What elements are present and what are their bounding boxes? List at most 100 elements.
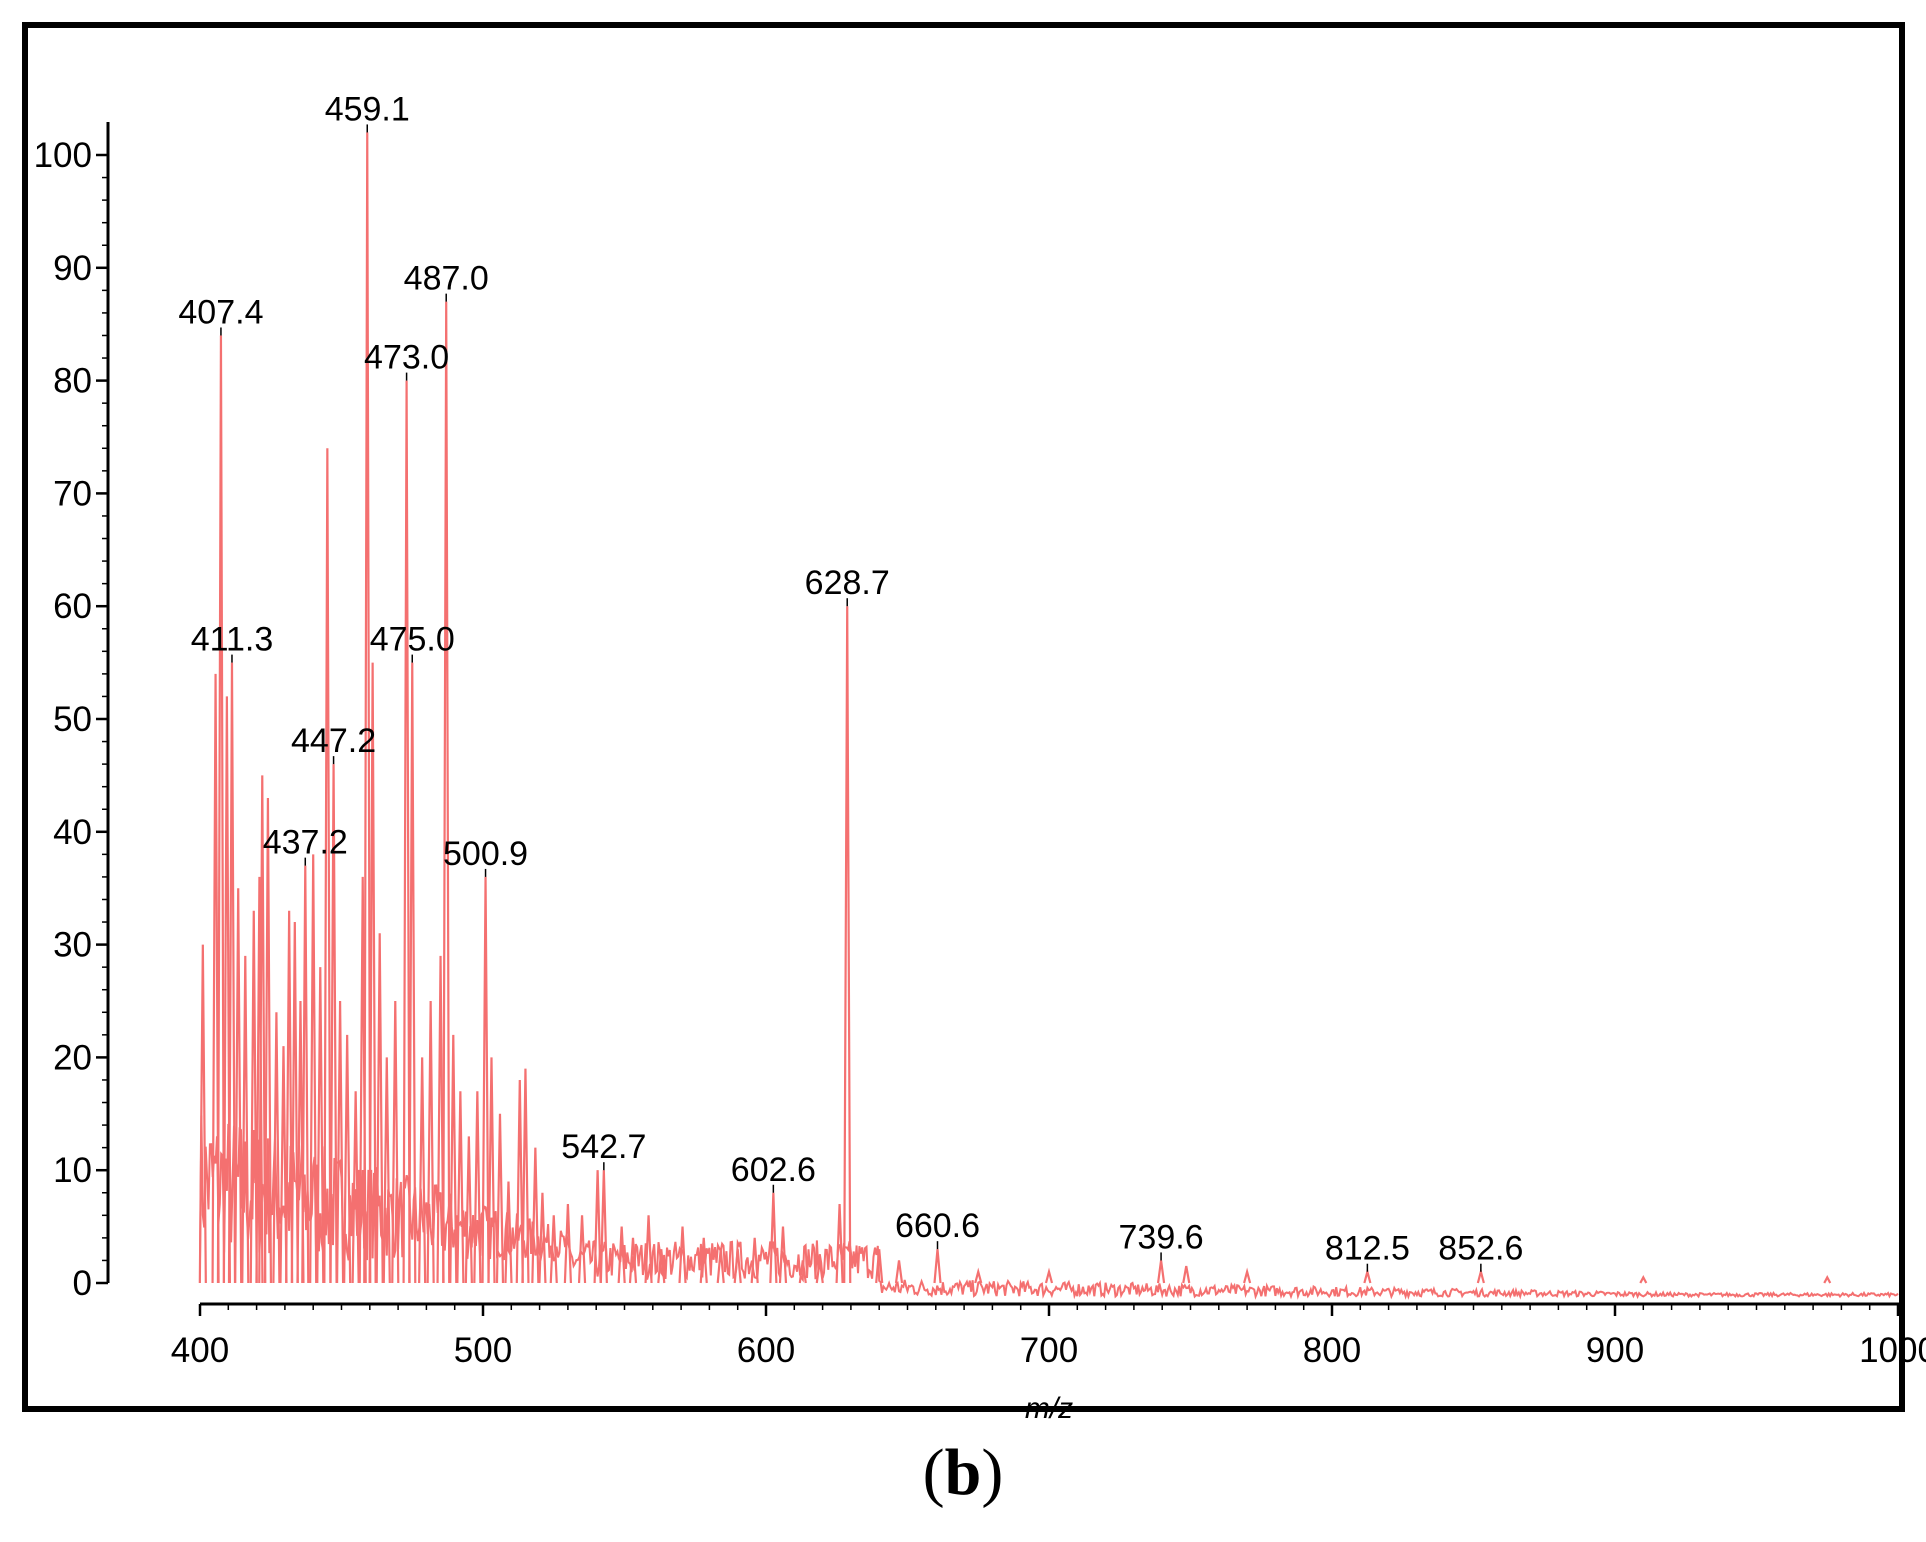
spectrum-peak	[1182, 1265, 1191, 1284]
spectrum-peak	[778, 1226, 788, 1284]
spectrum-peak	[875, 1249, 884, 1284]
y-tick-label: 90	[53, 249, 92, 288]
spectrum-peak	[815, 1260, 824, 1284]
spectrum-peak	[285, 910, 294, 1284]
figure-frame	[22, 22, 1905, 1412]
spectrum-peak	[549, 1215, 558, 1284]
x-tick-label: 800	[1303, 1331, 1361, 1370]
panel-label-close: )	[981, 1436, 1004, 1509]
peak-label: 407.4	[178, 293, 263, 331]
panel-label-open: (	[922, 1436, 945, 1509]
spectrum-peak-labeled	[363, 132, 372, 1284]
y-tick-label: 20	[53, 1038, 92, 1077]
y-tick-label: 40	[53, 813, 92, 852]
spectrum-peak	[456, 1091, 465, 1284]
spectrum-peak	[798, 1260, 807, 1284]
y-tick-label: 100	[34, 136, 92, 175]
spectrum-peak	[504, 1181, 513, 1284]
y-tick-label: 10	[53, 1151, 92, 1190]
spectrum-peak	[279, 1046, 288, 1284]
x-tick-label: 500	[454, 1331, 512, 1370]
peak-label: 500.9	[443, 835, 528, 873]
x-axis-title: m/z	[1025, 1392, 1073, 1425]
spectrum-peak	[375, 933, 384, 1284]
spectrum-peak	[515, 1079, 524, 1284]
spectrum-peak	[343, 1034, 352, 1284]
spectrum-peak-labeled	[1476, 1267, 1485, 1284]
peak-label: 437.2	[263, 824, 348, 862]
spectrum-peak	[716, 1249, 725, 1284]
spectrum-peak-labeled	[933, 1249, 942, 1284]
spectrum-peak-labeled	[769, 1192, 778, 1284]
chart-axes: 0 10 20 30 40 50 60 70 80 90 100 400 500 600 700 800 900…	[34, 122, 1926, 1370]
y-tick-label: 0	[73, 1264, 92, 1303]
spectrum-peak	[1243, 1267, 1252, 1284]
spectrum-peak	[449, 1034, 458, 1284]
y-tick-label: 60	[53, 587, 92, 626]
spectrum-peak	[678, 1226, 687, 1284]
spectrum-peak	[198, 944, 207, 1284]
panel-label-letter: b	[944, 1436, 982, 1509]
spectrum-peak	[272, 1012, 281, 1284]
spectrum-peak	[464, 1136, 473, 1284]
spectrum-peak	[495, 1113, 505, 1284]
spectrum-peak	[538, 1192, 547, 1284]
spectrum-peak	[1639, 1275, 1648, 1284]
spectrum-peak	[382, 1057, 391, 1284]
spectrum-peak	[563, 1203, 572, 1284]
spectrum-peak	[750, 1237, 759, 1284]
spectrum-peak	[617, 1226, 626, 1284]
peak-label: 411.3	[191, 621, 274, 659]
spectrum-peak	[487, 1057, 496, 1284]
peak-label: 852.6	[1438, 1230, 1523, 1268]
peak-label: 812.5	[1325, 1230, 1410, 1268]
spectrum-peak	[593, 1170, 602, 1284]
spectrum-peak	[521, 1068, 530, 1284]
spectrum-peak	[426, 1000, 435, 1284]
spectrum-peak	[290, 922, 299, 1284]
spectrum-peak-labeled	[408, 662, 417, 1284]
spectrum-peak	[249, 910, 258, 1284]
peak-label: 542.7	[561, 1128, 646, 1166]
x-tick-label: 600	[737, 1331, 795, 1370]
spectrum-peak-labeled	[442, 301, 451, 1284]
peak-label: 602.6	[731, 1151, 816, 1189]
y-tick-label: 50	[53, 700, 92, 739]
spectrum-peak-labeled	[481, 876, 490, 1284]
x-tick-label: 900	[1586, 1331, 1644, 1370]
spectrum-peak	[418, 1057, 427, 1284]
peak-label: 475.0	[370, 621, 455, 659]
y-tick-label: 30	[53, 926, 92, 965]
peak-label: 739.6	[1119, 1218, 1204, 1256]
spectrum-peak	[644, 1215, 653, 1284]
spectrum-peak	[263, 797, 273, 1284]
spectrum-peak	[577, 1215, 587, 1284]
spectrum-peak-labeled	[1156, 1260, 1166, 1284]
spectrum-peak	[316, 967, 325, 1284]
spectrum-peaks	[198, 132, 1832, 1284]
spectrum-peak	[531, 1147, 540, 1284]
spectrum-peak	[234, 888, 243, 1284]
spectrum-peak-labeled	[216, 335, 226, 1284]
spectrum-peak	[473, 1091, 482, 1284]
spectrum-peak	[1823, 1275, 1832, 1284]
peak-label: 628.7	[805, 564, 890, 602]
x-tick-label: 1000	[1859, 1331, 1926, 1370]
x-tick-label: 400	[171, 1331, 229, 1370]
spectrum-peak	[309, 854, 318, 1284]
spectrum-peak-labeled	[402, 380, 411, 1284]
spectrum-peak	[835, 1203, 844, 1284]
spectrum-peak	[323, 448, 332, 1284]
spectrum-peak-labeled	[599, 1170, 608, 1284]
panel-label: (b)	[0, 1428, 1926, 1518]
spectrum-peak-labeled	[843, 606, 852, 1284]
spectrum-peak	[894, 1260, 904, 1284]
peak-label: 447.2	[291, 722, 376, 760]
spectrum-peak-labeled	[1363, 1267, 1372, 1284]
spectrum-peak	[699, 1237, 708, 1284]
spectrum-peak	[335, 1000, 345, 1284]
spectrum-peak	[1044, 1267, 1054, 1284]
spectrum-peak	[733, 1249, 742, 1284]
spectrum-peak	[255, 876, 264, 1284]
